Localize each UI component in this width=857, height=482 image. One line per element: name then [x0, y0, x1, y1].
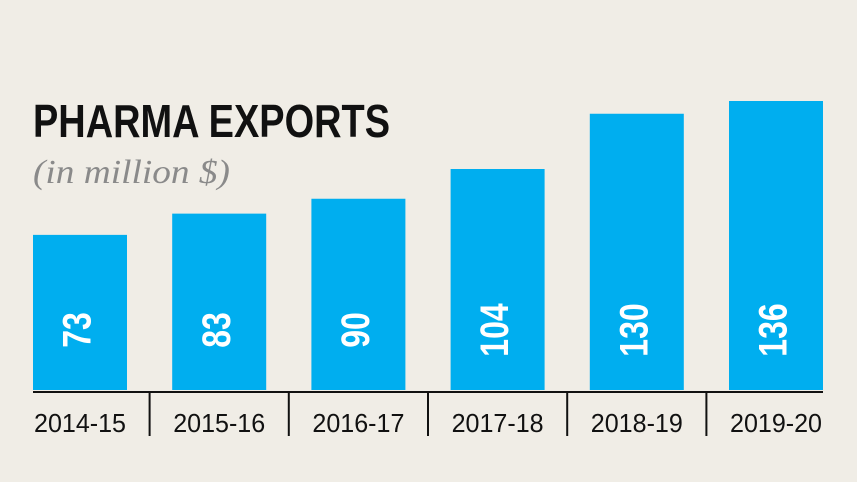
value-label: 73 — [54, 312, 99, 348]
bar — [33, 234, 127, 390]
chart-subtitle: (in million $) — [33, 154, 230, 191]
value-label: 130 — [611, 303, 656, 356]
x-tick-label: 2016-17 — [312, 408, 404, 438]
x-tick-label: 2018-19 — [591, 408, 683, 438]
value-label: 104 — [472, 303, 517, 356]
bar — [729, 101, 823, 390]
bar — [172, 213, 267, 390]
value-label: 83 — [193, 312, 238, 348]
bar — [311, 198, 406, 390]
bar — [589, 113, 684, 390]
x-tick-label: 2014-15 — [34, 408, 126, 438]
value-label: 136 — [750, 303, 795, 356]
x-tick-label: 2017-18 — [452, 408, 544, 438]
x-tick-label: 2015-16 — [173, 408, 265, 438]
value-label: 90 — [333, 312, 378, 348]
chart-title: PHARMA EXPORTS — [33, 95, 390, 147]
x-tick-label: 2019-20 — [730, 408, 822, 438]
bar — [450, 169, 545, 390]
